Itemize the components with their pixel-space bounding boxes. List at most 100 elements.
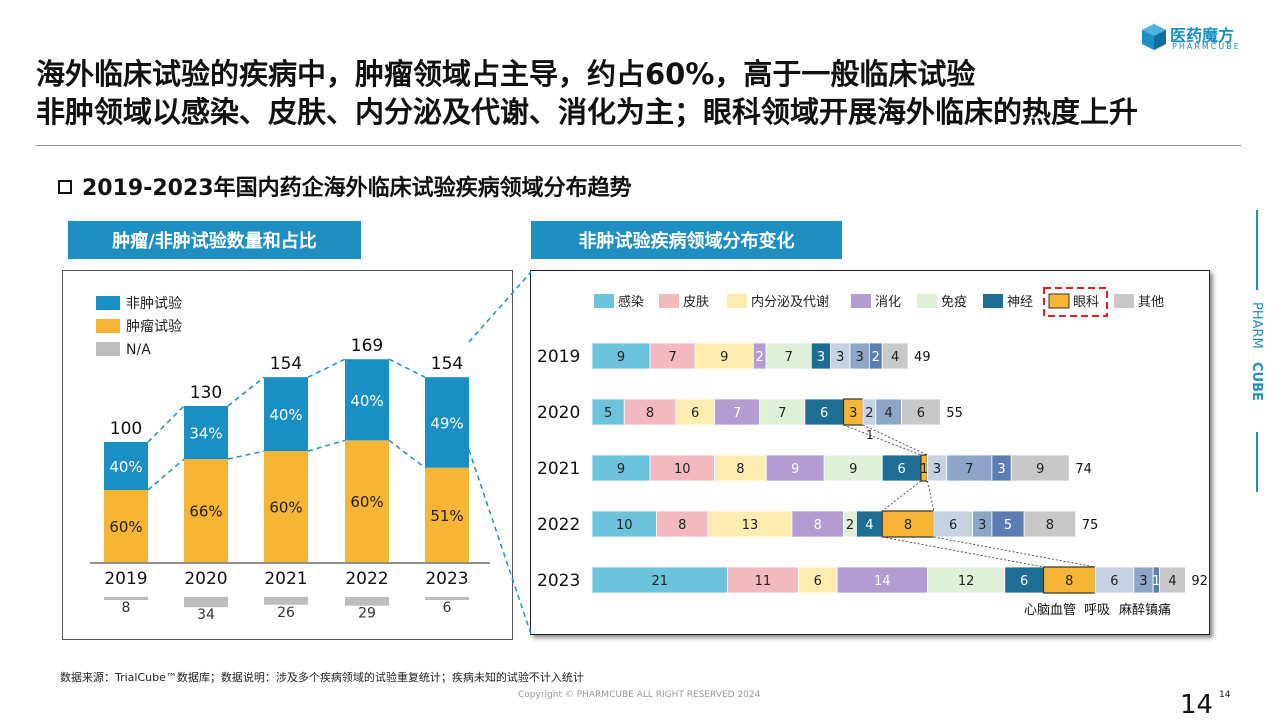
segment-value: 8 — [1046, 518, 1054, 533]
non-oncology-bar — [345, 359, 389, 441]
section-title: 2019-2023年国内药企海外临床试验疾病领域分布趋势 — [58, 170, 632, 202]
callout-line-top — [468, 271, 532, 343]
oncology-percent: 51% — [430, 507, 463, 525]
segment-感染 — [591, 342, 651, 370]
segment-value: 8 — [904, 518, 912, 533]
oncology-bar — [425, 467, 469, 562]
segment-其他 — [1023, 510, 1077, 538]
segment-其他 — [881, 342, 909, 370]
x-tick-label: 2023 — [425, 569, 468, 589]
segment-其他组 — [1094, 566, 1135, 594]
total-label: 130 — [190, 383, 222, 403]
oncology-bar — [184, 459, 228, 562]
callout-line-bottom — [468, 449, 532, 635]
segment-value: 8 — [736, 462, 744, 477]
segment-value: 14 — [874, 574, 891, 589]
split-connector — [307, 439, 346, 452]
segment-神经 — [881, 454, 922, 482]
non-oncology-percent: 40% — [350, 392, 383, 410]
segment-value: 4 — [891, 350, 899, 365]
segment-value: 6 — [1020, 574, 1028, 589]
segment-免疫 — [759, 398, 806, 426]
na-label: 6 — [443, 600, 452, 616]
segment-value: 6 — [820, 406, 828, 421]
checkbox-icon — [58, 180, 72, 194]
headline-line-1: 海外临床试验的疾病中，肿瘤领域占主导，约占60%，高于一般临床试验 — [36, 57, 976, 91]
segment-value: 7 — [778, 406, 786, 421]
annotation-label: 1 — [866, 428, 874, 442]
legend-swatch — [96, 296, 120, 310]
oncology-percent: 60% — [109, 518, 142, 536]
side-brand-text-b: CUBE — [1249, 362, 1264, 401]
segment-感染 — [591, 454, 651, 482]
x-tick-label: 2022 — [345, 569, 388, 589]
segment-value: 3 — [817, 350, 825, 365]
segment-value: 3 — [978, 518, 986, 533]
segment-免疫 — [823, 454, 883, 482]
segment-value: 6 — [691, 406, 699, 421]
legend-swatch — [96, 342, 120, 356]
segment-消化 — [791, 510, 844, 538]
legend-label: 内分泌及代谢 — [751, 294, 829, 310]
segment-内分泌及代谢 — [694, 342, 754, 370]
non-oncology-percent: 34% — [189, 425, 222, 443]
logo-name: 医药魔方 — [1170, 26, 1235, 45]
segment-value: 6 — [1110, 574, 1118, 589]
segment-value: 6 — [949, 518, 957, 533]
oncology-percent: 60% — [269, 499, 302, 517]
legend-label: 其他 — [1138, 295, 1164, 310]
footnote: 数据来源：TrialCube™数据库；数据说明：涉及多个疾病领域的试验重复统计；… — [60, 671, 584, 684]
segment-其他组2 — [875, 398, 902, 426]
segment-内分泌及代谢 — [714, 454, 767, 482]
cube-icon — [1142, 24, 1166, 50]
segment-神经 — [1004, 566, 1044, 594]
legend-label: 神经 — [1007, 295, 1033, 310]
segment-皮肤 — [649, 342, 696, 370]
legend-label: 肿瘤试验 — [126, 318, 182, 335]
non-oncology-percent: 49% — [430, 414, 463, 432]
non-oncology-percent: 40% — [109, 458, 142, 476]
highlight-box — [1043, 287, 1108, 317]
side-line-top — [1256, 210, 1258, 290]
segment-value: 9 — [720, 350, 728, 365]
legend-label: 感染 — [618, 294, 644, 310]
side-line-bottom — [1256, 432, 1258, 492]
segment-value: 9 — [617, 462, 625, 477]
row-total: 92 — [1191, 574, 1208, 589]
segment-感染 — [591, 510, 657, 538]
segment-感染 — [591, 566, 728, 594]
segment-眼科 — [881, 510, 935, 538]
segment-其他 — [1010, 454, 1070, 482]
segment-value: 1 — [1152, 574, 1160, 589]
legend-label: 免疫 — [941, 294, 967, 310]
segment-神经 — [856, 510, 883, 538]
legend-label: 眼科 — [1073, 295, 1099, 310]
non-oncology-bar — [184, 406, 228, 460]
segment-value: 8 — [1065, 574, 1073, 589]
segment-value: 2 — [872, 350, 880, 365]
legend-swatch — [851, 294, 871, 308]
row-total: 49 — [914, 350, 931, 365]
segment-value: 1 — [920, 462, 928, 477]
total-label: 100 — [110, 419, 142, 439]
y-tick-label: 2020 — [537, 403, 580, 423]
segment-内分泌及代谢 — [675, 398, 715, 426]
segment-value: 6 — [897, 462, 905, 477]
segment-value: 3 — [933, 462, 941, 477]
y-tick-label: 2022 — [537, 515, 580, 535]
segment-value: 11 — [755, 574, 772, 589]
segment-value: 21 — [651, 574, 668, 589]
segment-value: 4 — [885, 406, 893, 421]
legend-swatch — [983, 294, 1003, 308]
left-chart-panel — [62, 270, 513, 640]
legend-swatch — [659, 294, 679, 308]
segment-value: 13 — [742, 518, 759, 533]
segment-皮肤 — [656, 510, 709, 538]
segment-value: 7 — [965, 462, 973, 477]
na-label: 29 — [358, 606, 376, 622]
segment-其他 — [901, 398, 941, 426]
segment-value: 7 — [733, 406, 741, 421]
segment-其他组3 — [991, 510, 1025, 538]
segment-value: 8 — [646, 406, 654, 421]
oncology-bar — [345, 440, 389, 562]
